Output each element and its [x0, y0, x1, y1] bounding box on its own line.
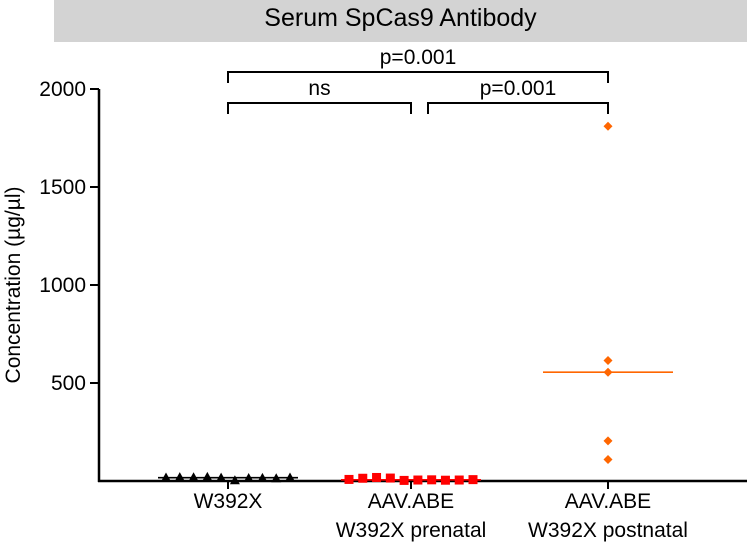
y-tick-label: 1000 — [39, 274, 86, 297]
chart-title: Serum SpCas9 Antibody — [264, 4, 537, 32]
axes: 500 1000 1500 2000 W392X AAV.ABE W392X prenata… — [39, 78, 747, 542]
data-point-triangle — [174, 472, 185, 482]
x-category-label: W392X — [194, 490, 263, 513]
data-points — [158, 121, 673, 485]
significance-brackets: p=0.001 ns p=0.001 — [227, 46, 609, 114]
data-point-diamond — [603, 355, 613, 365]
significance-bracket — [227, 71, 609, 83]
data-point-triangle — [188, 472, 199, 482]
x-category-label: AAV.ABE — [368, 490, 454, 513]
data-point-square — [372, 472, 382, 482]
data-point-triangle — [229, 475, 240, 485]
significance-label: ns — [308, 77, 330, 100]
x-category-label: W392X postnatal — [528, 519, 688, 542]
y-axis-label: Concentration (µg/µl) — [2, 187, 25, 384]
data-point-triangle — [202, 471, 213, 481]
y-tick-label: 1500 — [39, 176, 86, 199]
y-tick-label: 2000 — [39, 78, 86, 101]
chart-title-bar — [54, 0, 747, 42]
significance-label: p=0.001 — [380, 46, 457, 69]
data-point-diamond — [603, 121, 613, 131]
y-tick-label: 500 — [51, 372, 86, 395]
significance-bracket — [227, 102, 412, 114]
data-point-diamond — [603, 436, 613, 446]
x-category-label: AAV.ABE — [565, 490, 651, 513]
data-point-square — [358, 473, 368, 483]
data-point-square — [385, 473, 395, 483]
significance-bracket — [427, 102, 609, 114]
data-point-diamond — [603, 454, 613, 464]
x-category-label: W392X prenatal — [336, 519, 487, 542]
significance-label: p=0.001 — [480, 77, 557, 100]
